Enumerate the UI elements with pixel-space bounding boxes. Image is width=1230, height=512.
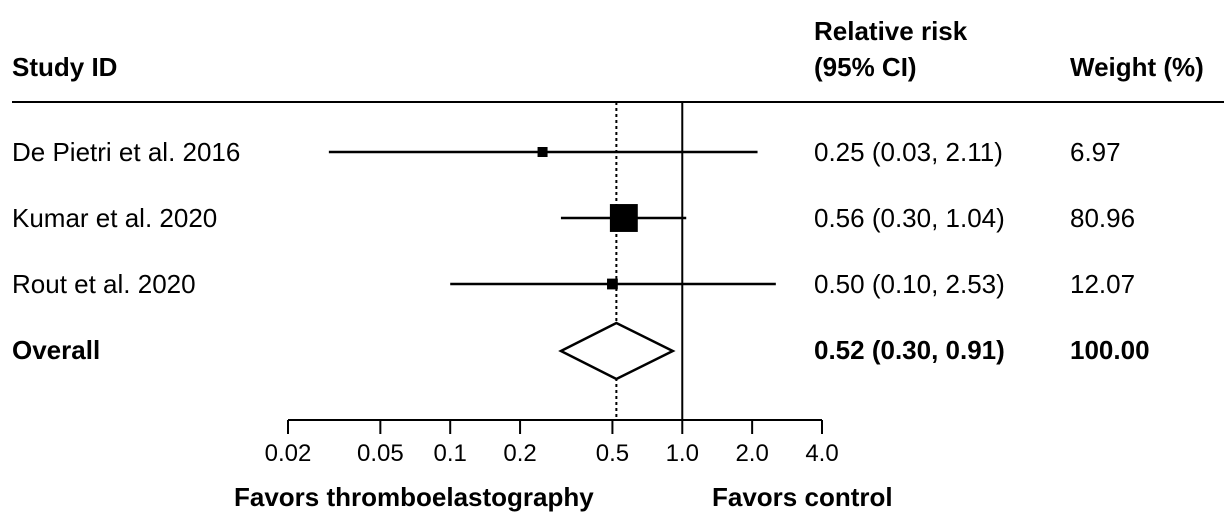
x-tick-label: 0.02 (265, 440, 312, 467)
ci-header: (95% CI) (814, 52, 917, 82)
study-weight: 80.96 (1070, 203, 1136, 233)
study-square (537, 147, 548, 157)
study-ci: 0.50 (0.10, 2.53) (814, 269, 1005, 299)
study-name: Rout et al. 2020 (12, 269, 196, 299)
overall-weight: 100.00 (1070, 335, 1150, 365)
x-tick-label: 1.0 (666, 440, 699, 467)
favors-left-label: Favors thromboelastography (234, 482, 594, 512)
study-ci: 0.25 (0.03, 2.11) (814, 137, 1003, 167)
x-tick-label: 0.2 (503, 440, 536, 467)
x-tick-label: 0.5 (596, 440, 629, 467)
study-square (609, 204, 638, 232)
study-name: De Pietri et al. 2016 (12, 137, 241, 167)
study-square (607, 278, 618, 290)
study-ci: 0.56 (0.30, 1.04) (814, 203, 1005, 233)
x-tick-label: 0.05 (357, 440, 404, 467)
study-name: Kumar et al. 2020 (12, 203, 218, 233)
study-id-header: Study ID (12, 52, 118, 82)
x-tick-label: 0.1 (434, 440, 467, 467)
x-tick-label: 4.0 (805, 440, 838, 467)
overall-label: Overall (12, 335, 101, 365)
overall-diamond (558, 321, 676, 381)
overall-ci: 0.52 (0.30, 0.91) (814, 335, 1005, 365)
favors-right-label: Favors control (712, 482, 893, 512)
x-tick-label: 2.0 (735, 440, 768, 467)
study-weight: 6.97 (1070, 137, 1121, 167)
forest-marks: 0.02 0.05 0.1 0.2 0.5 1.0 2.0 4.0 (265, 102, 839, 467)
relative-risk-header: Relative risk (814, 16, 968, 46)
study-weight: 12.07 (1070, 269, 1136, 299)
weight-header: Weight (%) (1070, 52, 1204, 82)
